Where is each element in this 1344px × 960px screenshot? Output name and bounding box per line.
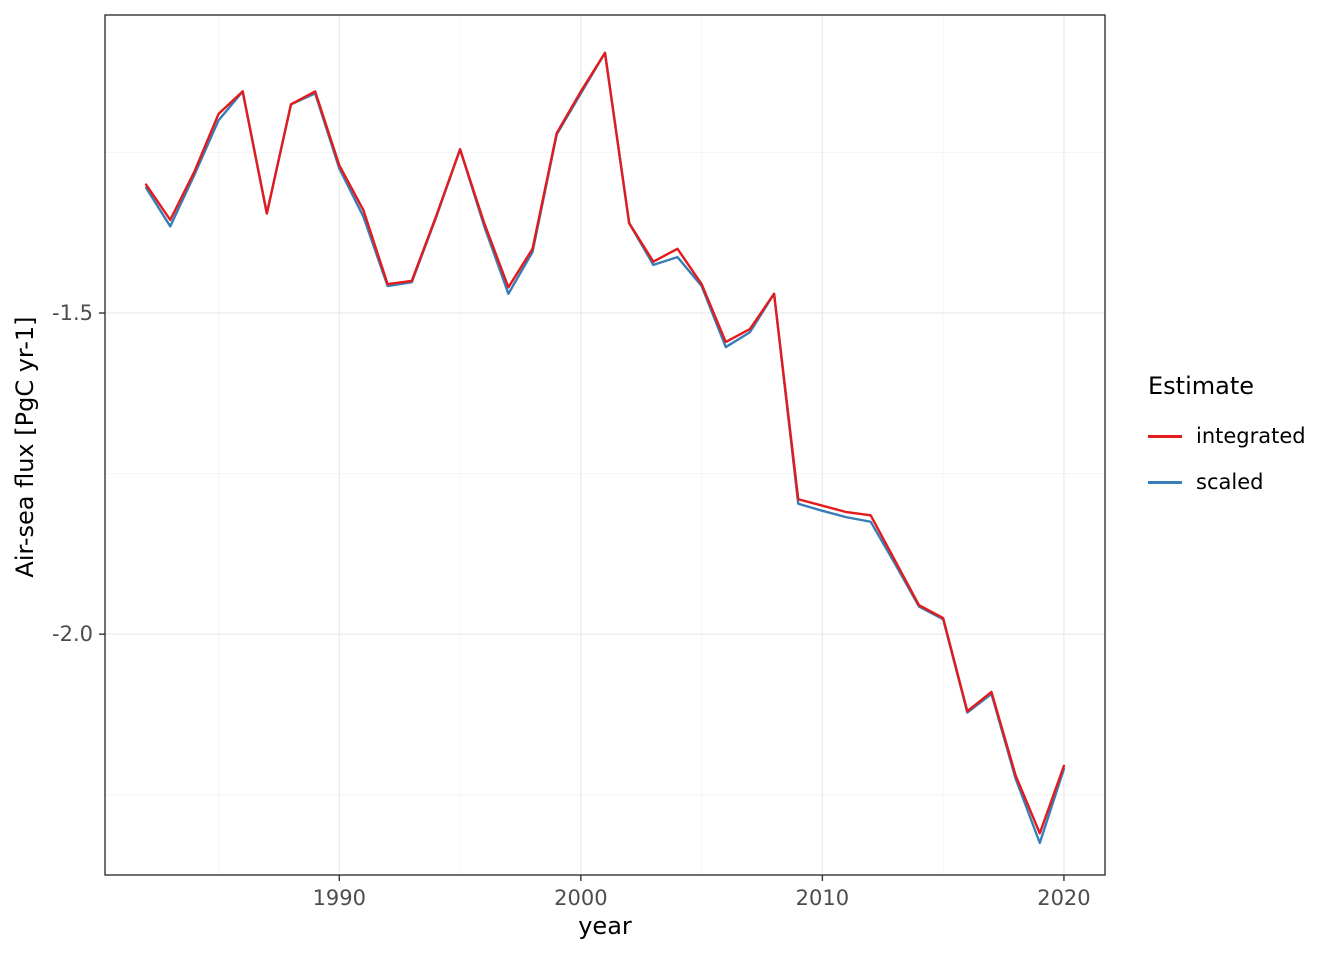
panel-border (104, 14, 1106, 876)
legend-label-integrated: integrated (1196, 424, 1306, 448)
x-tick-label: 2010 (796, 886, 849, 910)
legend-title: Estimate (1148, 372, 1255, 400)
legend-label-scaled: scaled (1196, 470, 1264, 494)
x-tick-label: 2000 (554, 886, 607, 910)
x-tick-label: 2020 (1037, 886, 1090, 910)
legend-entry-scaled: scaled (1148, 470, 1338, 494)
legend-key-line-scaled (1148, 480, 1182, 484)
legend-key-line-integrated (1148, 434, 1182, 438)
legend: Estimate integrated scaled (1148, 372, 1338, 516)
y-axis-title: Air-sea flux [PgC yr-1] (11, 316, 39, 578)
legend-entry-integrated: integrated (1148, 424, 1338, 448)
panel-background (105, 15, 1105, 875)
x-tick-label: 1990 (313, 886, 366, 910)
x-axis-title: year (578, 912, 632, 940)
y-tick-label: -2.0 (52, 622, 93, 646)
series-line-integrated (144, 51, 1066, 835)
y-tick-label: -1.5 (52, 301, 93, 325)
